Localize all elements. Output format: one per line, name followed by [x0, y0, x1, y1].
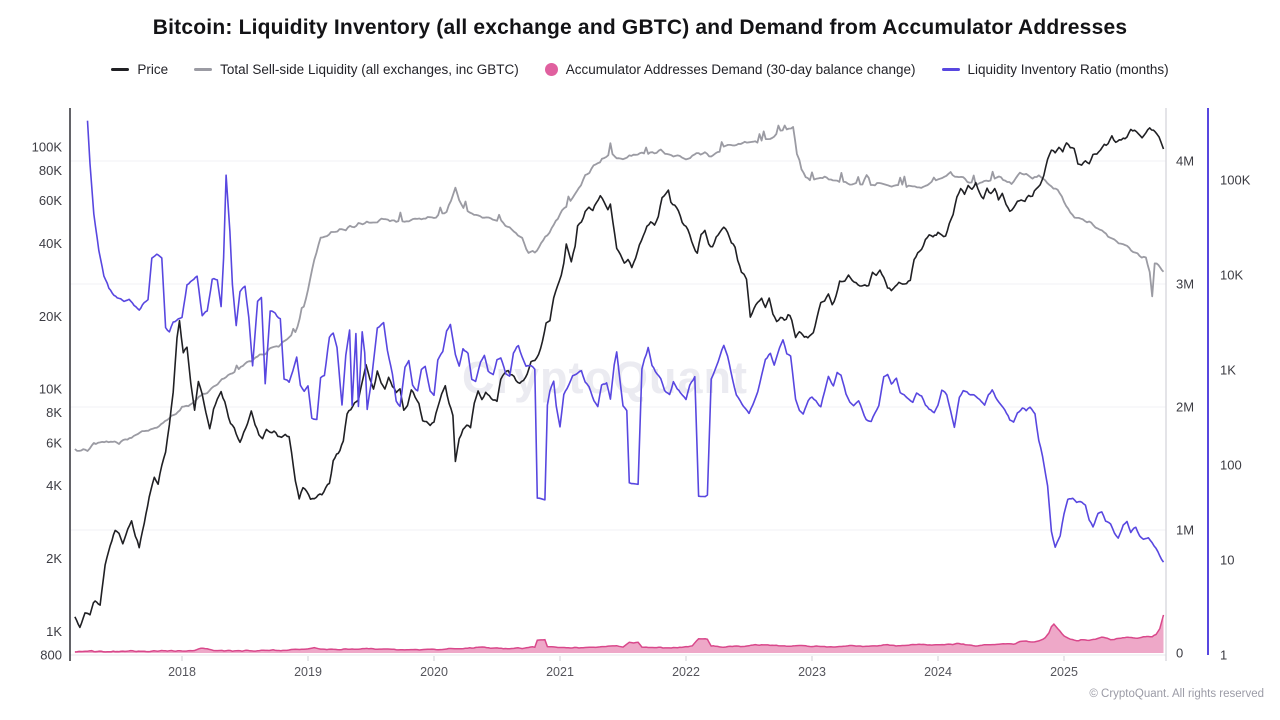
legend-label-liquidity: Total Sell-side Liquidity (all exchanges… — [220, 62, 519, 77]
legend-item-liquidity[interactable]: Total Sell-side Liquidity (all exchanges… — [194, 62, 519, 77]
price-axis-tick-label: 800 — [40, 648, 62, 663]
ratio-axis-tick-label: 10 — [1220, 553, 1234, 568]
x-axis-tick-label: 2019 — [294, 665, 322, 679]
price-axis-tick-label: 6K — [46, 435, 62, 450]
price-axis-tick-label: 100K — [32, 139, 63, 154]
legend-marker-price — [111, 68, 130, 71]
legend-label-demand: Accumulator Addresses Demand (30-day bal… — [565, 62, 916, 77]
ratio-axis-tick-label: 1 — [1220, 648, 1227, 663]
legend: Price Total Sell-side Liquidity (all exch… — [0, 62, 1280, 77]
copyright-notice: © CryptoQuant. All rights reserved — [1089, 688, 1264, 700]
x-axis-tick-label: 2023 — [798, 665, 826, 679]
x-axis-tick-label: 2022 — [672, 665, 700, 679]
liquidity-axis-tick-label: 4M — [1176, 154, 1194, 169]
price-axis-tick-label: 10K — [39, 382, 62, 397]
ratio-axis-tick-label: 10K — [1220, 268, 1243, 283]
series-line — [86, 120, 1165, 563]
price-axis-tick-label: 60K — [39, 193, 62, 208]
price-axis-tick-label: 20K — [39, 309, 62, 324]
series-line — [74, 127, 1165, 629]
price-axis-tick-label: 8K — [46, 405, 62, 420]
liquidity-axis-tick-label: 1M — [1176, 523, 1194, 538]
x-axis-tick-label: 2025 — [1050, 665, 1078, 679]
liquidity-axis-tick-label: 2M — [1176, 400, 1194, 415]
liquidity-axis-tick-label: 3M — [1176, 277, 1194, 292]
ratio-axis-tick-label: 100K — [1220, 173, 1251, 188]
legend-item-demand[interactable]: Accumulator Addresses Demand (30-day bal… — [544, 62, 916, 77]
x-axis-tick-label: 2021 — [546, 665, 574, 679]
series-area-demand — [74, 614, 1164, 653]
price-axis-tick-label: 40K — [39, 236, 62, 251]
series-group — [74, 120, 1165, 653]
series-line-demand — [74, 614, 1165, 653]
legend-marker-demand — [544, 63, 558, 76]
legend-marker-ratio — [941, 68, 960, 71]
ratio-axis-tick-label: 1K — [1220, 363, 1236, 378]
watermark: CryptoQuant — [462, 352, 748, 403]
price-axis-tick-label: 80K — [39, 163, 62, 178]
price-axis-tick-label: 2K — [46, 551, 62, 566]
x-axis-tick-label: 2018 — [168, 665, 196, 679]
page-title: Bitcoin: Liquidity Inventory (all exchan… — [152, 16, 1128, 39]
legend-item-ratio[interactable]: Liquidity Inventory Ratio (months) — [941, 62, 1169, 77]
liquidity-axis-tick-label: 0 — [1176, 646, 1183, 661]
legend-label-price: Price — [137, 62, 169, 77]
legend-item-price[interactable]: Price — [111, 62, 168, 77]
price-axis-tick-label: 4K — [46, 478, 62, 493]
legend-marker-liquidity — [194, 68, 213, 71]
x-axis-tick-label: 2020 — [420, 665, 448, 679]
x-axis-tick-label: 2024 — [924, 665, 952, 679]
legend-label-ratio: Liquidity Inventory Ratio (months) — [967, 62, 1169, 77]
series-line — [74, 124, 1165, 452]
price-axis-tick-label: 1K — [46, 624, 62, 639]
ratio-axis-tick-label: 100 — [1220, 458, 1242, 473]
